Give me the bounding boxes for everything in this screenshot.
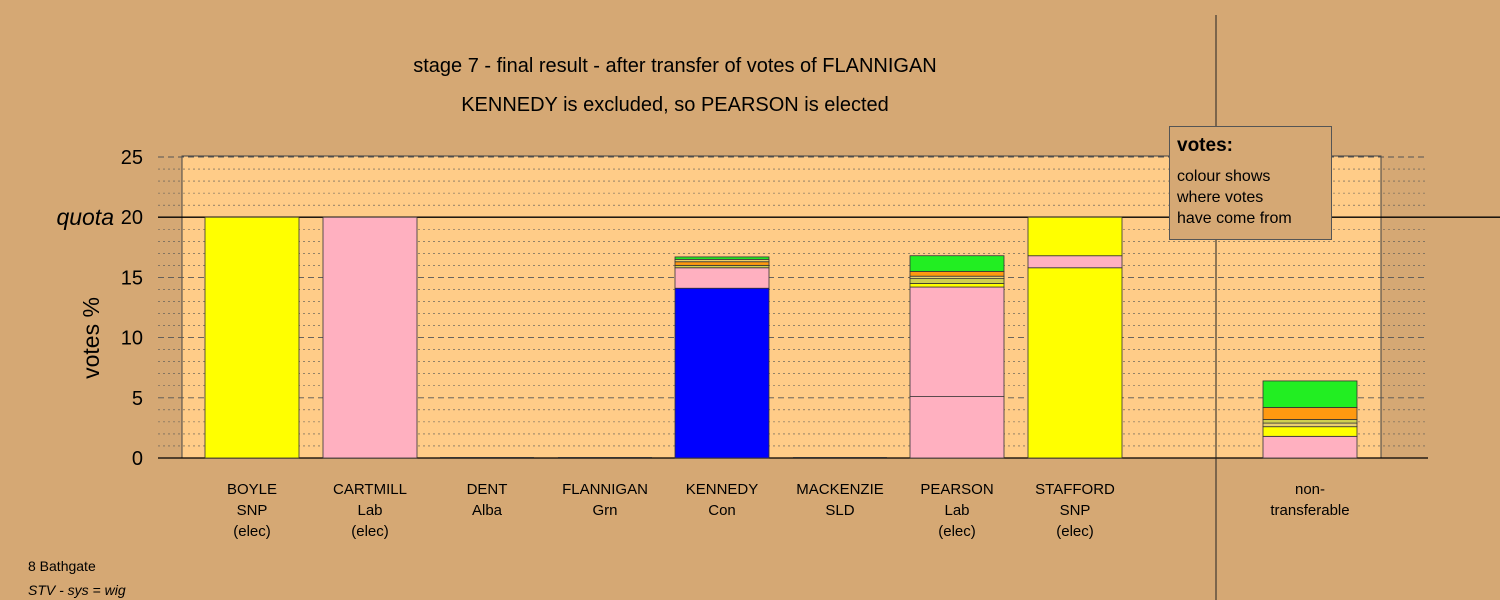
bar-segment [909, 255, 1005, 272]
legend-line: where votes [1177, 189, 1264, 206]
chart-title: stage 7 - final result - after transfer … [413, 55, 937, 77]
candidate-party: Con [708, 502, 736, 519]
candidate-party: Lab [357, 502, 382, 519]
candidate-party: Grn [592, 502, 617, 519]
candidate-name: FLANNIGAN [562, 481, 648, 498]
bar-segment [909, 286, 1005, 397]
candidate-party: SNP [237, 502, 268, 519]
bar-segment [1262, 419, 1358, 424]
candidate-name: DENT [467, 481, 508, 498]
bar-segment [909, 278, 1005, 284]
bar-segment [204, 216, 300, 459]
bar-segment [909, 270, 1005, 277]
x-axis-labels: BOYLE SNP (elec) CARTMILL Lab (elec) DENT Alba F… [227, 481, 1350, 540]
bar-segment [1027, 267, 1123, 459]
y-tick-label: 0 [132, 448, 143, 470]
bar-segment [674, 256, 770, 260]
bar-segment [909, 396, 1005, 459]
candidate-party: Lab [944, 502, 969, 519]
constituency-label: 8 Bathgate [28, 558, 96, 574]
system-label: STV - sys = wig [28, 582, 126, 598]
y-tick-label: 5 [132, 388, 143, 410]
candidate-name: BOYLE [227, 481, 277, 498]
y-axis-label: votes % [78, 297, 104, 379]
candidate-status: (elec) [351, 523, 389, 540]
legend-text: colour shows where votes have come from [1177, 166, 1324, 229]
chart-subtitle: KENNEDY is excluded, so PEARSON is elect… [461, 94, 889, 116]
legend-line: colour shows [1177, 168, 1271, 185]
bars [204, 216, 1358, 459]
bar-segment [1262, 426, 1358, 437]
candidate-name: STAFFORD [1035, 481, 1115, 498]
candidate-name: non- [1295, 481, 1325, 498]
candidate-party: Alba [472, 502, 503, 519]
y-tick-labels: 0 5 10 15 20 25 [121, 147, 143, 470]
bar-segment [1027, 216, 1123, 257]
bar-segment [1262, 380, 1358, 408]
candidate-party: SLD [825, 502, 854, 519]
candidate-status: (elec) [233, 523, 271, 540]
bar-segment [674, 261, 770, 266]
y-tick-label: 10 [121, 328, 143, 350]
candidate-status: (elec) [1056, 523, 1094, 540]
bar-segment [674, 287, 770, 459]
candidate-name: PEARSON [920, 481, 993, 498]
y-tick-label: 20 [121, 207, 143, 229]
bar-segment [1262, 407, 1358, 420]
candidate-name: CARTMILL [333, 481, 407, 498]
candidate-status: (elec) [938, 523, 976, 540]
legend-title: votes: [1177, 135, 1233, 156]
quota-label: quota [56, 204, 114, 230]
bar-segment [909, 283, 1005, 288]
bar-segment [322, 216, 418, 459]
legend-box: votes: colour shows where votes have com… [1169, 126, 1332, 240]
bar-segment [1262, 422, 1358, 428]
bar-segment [674, 267, 770, 289]
candidate-name: KENNEDY [686, 481, 759, 498]
legend-line: have come from [1177, 210, 1292, 227]
candidate-party: transferable [1270, 502, 1349, 519]
bar-segment [1027, 255, 1123, 269]
y-tick-label: 25 [121, 147, 143, 169]
candidate-name: MACKENZIE [796, 481, 884, 498]
y-tick-label: 15 [121, 267, 143, 289]
candidate-party: SNP [1060, 502, 1091, 519]
bar-segment [1262, 435, 1358, 459]
